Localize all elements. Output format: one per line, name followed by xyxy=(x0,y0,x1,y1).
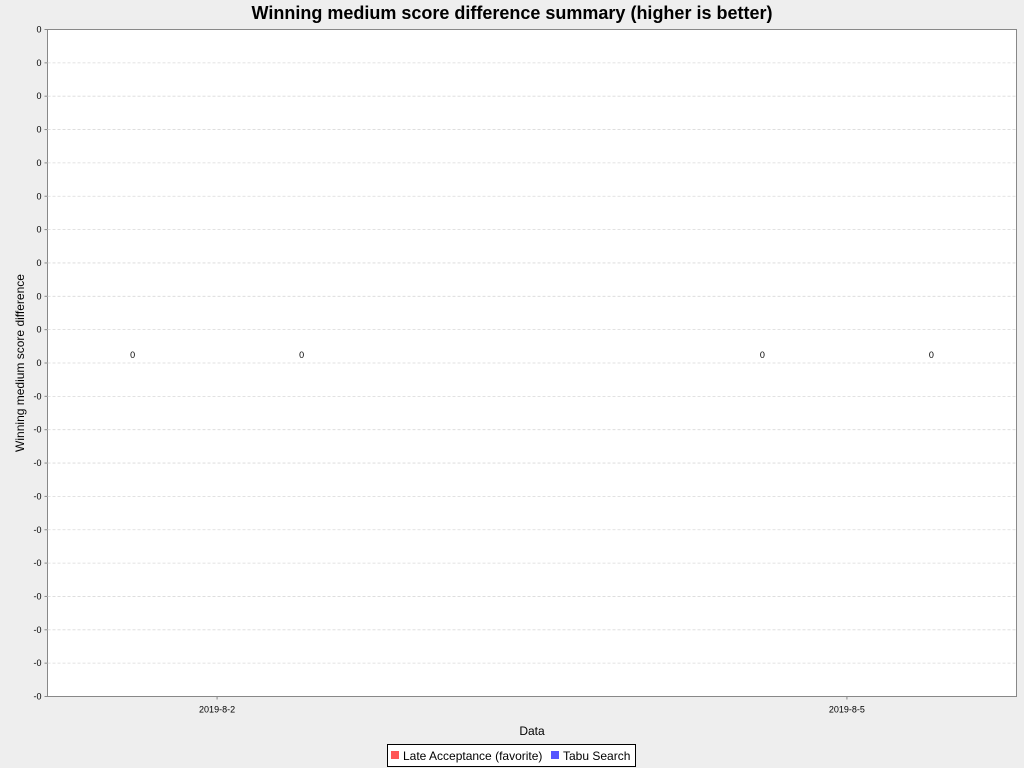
bar-label: 0 xyxy=(299,350,304,360)
bar-labels: 0 0 0 0 xyxy=(130,350,934,360)
y-tick-label: -0 xyxy=(33,658,41,668)
legend: Late Acceptance (favorite) Tabu Search xyxy=(387,744,636,767)
legend-box xyxy=(387,744,636,767)
bar-label: 0 xyxy=(929,350,934,360)
x-axis-ticks: 2019-8-2 2019-8-5 xyxy=(199,696,865,715)
y-tick-label: -0 xyxy=(33,692,41,702)
x-axis-label: Data xyxy=(519,724,545,738)
y-tick-label: 0 xyxy=(36,325,41,335)
y-tick-label: -0 xyxy=(33,491,41,501)
grid-lines xyxy=(47,62,1017,664)
bar-label: 0 xyxy=(130,350,135,360)
legend-swatch-late-acceptance xyxy=(391,751,399,759)
y-tick-label: 0 xyxy=(36,158,41,168)
y-axis-label: Winning medium score difference xyxy=(13,274,27,452)
legend-swatch-tabu-search xyxy=(551,751,559,759)
y-tick-label: 0 xyxy=(36,58,41,68)
y-tick-label: -0 xyxy=(33,425,41,435)
y-tick-label: 0 xyxy=(36,258,41,268)
y-tick-label: -0 xyxy=(33,591,41,601)
chart-title: Winning medium score difference summary … xyxy=(252,3,773,23)
legend-entry-tabu-search: Tabu Search xyxy=(563,749,630,763)
x-tick-label: 2019-8-5 xyxy=(829,705,865,715)
y-tick-label: -0 xyxy=(33,458,41,468)
y-tick-label: 0 xyxy=(36,358,41,368)
y-tick-label: 0 xyxy=(36,25,41,35)
y-tick-label: 0 xyxy=(36,191,41,201)
y-tick-label: 0 xyxy=(36,225,41,235)
y-tick-label: -0 xyxy=(33,391,41,401)
y-tick-label: 0 xyxy=(36,291,41,301)
y-tick-label: -0 xyxy=(33,625,41,635)
x-tick-label: 2019-8-2 xyxy=(199,705,235,715)
y-tick-label: 0 xyxy=(36,91,41,101)
y-tick-label: -0 xyxy=(33,525,41,535)
y-tick-label: -0 xyxy=(33,558,41,568)
legend-entry-late-acceptance: Late Acceptance (favorite) xyxy=(403,749,542,763)
y-tick-label: 0 xyxy=(36,125,41,135)
bar-label: 0 xyxy=(760,350,765,360)
y-axis-ticks: 0 0 0 0 0 0 0 0 0 0 0 -0 -0 -0 -0 -0 -0 -0 -0 -0 -0 xyxy=(33,25,48,702)
